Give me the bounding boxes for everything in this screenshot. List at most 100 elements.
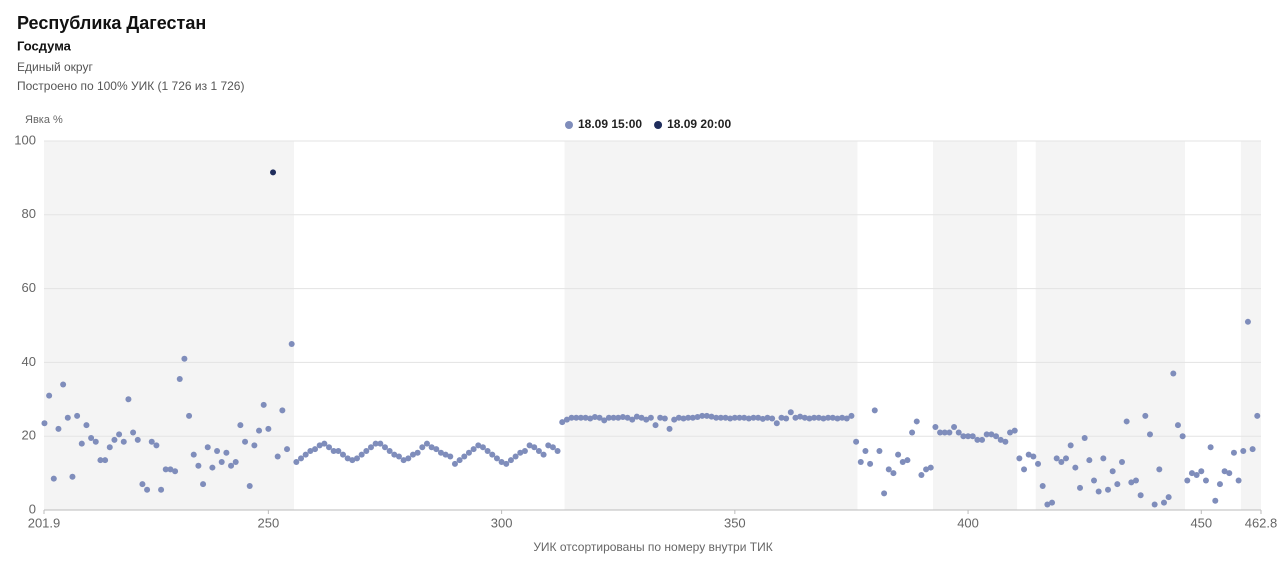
point (615, 414, 622, 421)
point (745, 415, 752, 422)
x-tick-label: 201.9 (28, 515, 61, 530)
point (1249, 446, 1256, 453)
point (1086, 457, 1093, 464)
point (307, 447, 314, 454)
point (895, 451, 902, 458)
point (979, 436, 986, 443)
point (671, 416, 678, 423)
shaded-range (933, 141, 1018, 510)
point (815, 414, 822, 421)
point (857, 459, 864, 466)
point (540, 451, 547, 458)
point (717, 414, 724, 421)
title: Республика Дагестан (17, 13, 206, 33)
point (666, 425, 673, 432)
point (1077, 484, 1084, 491)
point (242, 438, 249, 445)
point (1035, 460, 1042, 467)
point (1170, 370, 1177, 377)
point (582, 414, 589, 421)
shaded-range (1240, 141, 1261, 510)
point (214, 447, 221, 454)
point (1091, 477, 1098, 484)
point (783, 415, 790, 422)
point (484, 447, 491, 454)
point (913, 418, 920, 425)
point (923, 466, 930, 473)
point (78, 440, 85, 447)
point (727, 415, 734, 422)
point (92, 438, 99, 445)
point (531, 444, 538, 451)
point (769, 415, 776, 422)
point (853, 438, 860, 445)
point (144, 486, 151, 493)
point (932, 423, 939, 430)
point (559, 419, 566, 426)
x-tick-label: 450 (1190, 515, 1212, 530)
point (172, 468, 179, 475)
legend-marker (654, 121, 663, 129)
point (1174, 422, 1181, 429)
legend-label: 18.09 15:00 (578, 117, 642, 131)
point (344, 455, 351, 462)
point (358, 451, 365, 458)
point (983, 431, 990, 438)
subtitle: Госдума (17, 38, 72, 53)
point (461, 453, 468, 460)
point (218, 459, 225, 466)
point (1230, 449, 1237, 456)
point (106, 444, 113, 451)
point (1151, 501, 1158, 508)
point (731, 414, 738, 421)
point (1118, 459, 1125, 466)
point (1244, 318, 1251, 325)
point (321, 440, 328, 447)
point (74, 412, 81, 419)
point (577, 414, 584, 421)
point (1179, 433, 1186, 440)
legend: 18.09 15:00 18.09 20:00 (565, 117, 731, 131)
point (643, 416, 650, 423)
point (890, 470, 897, 477)
x-axis-label: УИК отсортированы по номеру внутри ТИК (533, 540, 772, 554)
point (148, 438, 155, 445)
point (274, 453, 281, 460)
point (997, 436, 1004, 443)
point (326, 444, 333, 451)
point (158, 486, 165, 493)
point (405, 455, 412, 462)
point (843, 415, 850, 422)
y-axis-label: Явка % (25, 114, 63, 126)
point (629, 416, 636, 423)
point (899, 459, 906, 466)
point (167, 466, 174, 473)
point (591, 414, 598, 421)
point (1030, 453, 1037, 460)
point (689, 414, 696, 421)
point (1067, 442, 1074, 449)
shaded-range (44, 141, 295, 510)
point (624, 414, 631, 421)
point (489, 451, 496, 458)
point (377, 440, 384, 447)
y-tick-label: 20 (22, 428, 36, 443)
point (55, 425, 62, 432)
point (993, 433, 1000, 440)
point (186, 412, 193, 419)
point (941, 429, 948, 436)
point (130, 429, 137, 436)
point (363, 447, 370, 454)
point (102, 457, 109, 464)
point (526, 442, 533, 449)
point (265, 425, 272, 432)
point (1207, 444, 1214, 451)
point (1137, 492, 1144, 499)
point (675, 414, 682, 421)
point (1109, 468, 1116, 475)
point (391, 451, 398, 458)
x-tick-label: 350 (724, 515, 746, 530)
point (563, 416, 570, 423)
point (946, 429, 953, 436)
